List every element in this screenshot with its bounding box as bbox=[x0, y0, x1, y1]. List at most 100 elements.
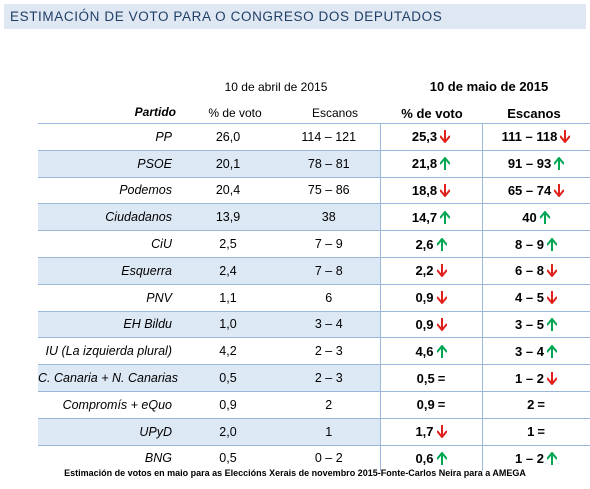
party-name-text: EH Bildu bbox=[123, 317, 172, 332]
seats-old-cell-text: 1 bbox=[325, 424, 333, 439]
seats-new-cell: 1 – 2 bbox=[481, 364, 590, 392]
vote-new-cell: 4,6 bbox=[379, 337, 483, 365]
vote-old-cell-text: 4,2 bbox=[219, 344, 237, 359]
arrow-up-icon bbox=[539, 210, 550, 224]
party-name: Podemos bbox=[38, 176, 178, 204]
vote-new-cell-text: 0,9 bbox=[416, 397, 435, 413]
date-old-header: 10 de abril de 2015 bbox=[224, 80, 328, 94]
arrow-up-icon bbox=[554, 157, 565, 171]
vote-new-cell: 18,8 bbox=[379, 176, 483, 204]
vote-old-cell: 0,5 bbox=[178, 364, 278, 392]
seats-new-cell-text: 91 – 93 bbox=[507, 156, 552, 172]
party-name-text: PSOE bbox=[137, 156, 172, 171]
seats-new-cell-text: 65 – 74 bbox=[507, 182, 552, 198]
seats-new-cell-text: 3 – 4 bbox=[515, 343, 544, 359]
party-name: PP bbox=[38, 123, 178, 151]
equal-sign-icon: = bbox=[437, 397, 446, 413]
vote-old-cell-text: 0,5 bbox=[219, 451, 237, 466]
seats-new-cell: 40 bbox=[481, 203, 590, 231]
vote-new-cell-text: 2,6 bbox=[415, 236, 434, 252]
col-vote-new-header: % de voto bbox=[401, 106, 463, 121]
vote-new-cell: 2,6 bbox=[379, 230, 483, 258]
vote-new-cell: 21,8 bbox=[379, 149, 483, 178]
table-row: PP 26,0 114 – 121 25,3 111 – 118 bbox=[38, 123, 590, 151]
party-name-text: Podemos bbox=[119, 183, 172, 198]
arrow-down-icon bbox=[440, 130, 451, 144]
seats-new-cell: 2 = bbox=[481, 390, 590, 419]
vote-new-cell-text: 14,7 bbox=[411, 209, 438, 225]
party-name: Ciudadanos bbox=[38, 203, 178, 231]
party-name-text: C. Canaria + N. Canarias bbox=[38, 371, 178, 386]
arrow-down-icon bbox=[436, 317, 447, 331]
seats-old-cell: 75 – 86 bbox=[278, 176, 380, 204]
vote-new-cell: 0,6 bbox=[379, 444, 483, 472]
vote-estimate-table: PP 26,0 114 – 121 25,3 111 – 118 PSOE 20,1 78 –… bbox=[38, 123, 590, 472]
party-name-text: Ciudadanos bbox=[105, 210, 172, 225]
seats-new-cell: 91 – 93 bbox=[481, 149, 590, 178]
table-row: C. Canaria + N. Canarias 0,5 2 – 3 0,5 = 1 – … bbox=[38, 364, 590, 392]
party-name: CiU bbox=[38, 230, 178, 258]
seats-old-cell-text: 2 – 3 bbox=[314, 371, 343, 386]
table-row: Ciudadanos 13,9 38 14,7 40 bbox=[38, 203, 590, 231]
seats-old-cell-text: 38 bbox=[321, 210, 336, 225]
seats-old-cell: 78 – 81 bbox=[278, 149, 380, 178]
vote-old-cell: 2,5 bbox=[178, 230, 278, 258]
seats-new-cell-text: 40 bbox=[522, 209, 537, 225]
table-row: CiU 2,5 7 – 9 2,6 8 – 9 bbox=[38, 230, 590, 258]
arrow-down-icon bbox=[440, 183, 451, 197]
vote-old-cell: 13,9 bbox=[178, 203, 278, 231]
vote-new-cell: 0,9 bbox=[379, 310, 483, 338]
vote-old-cell: 1,0 bbox=[178, 310, 278, 338]
source-caption: Estimación de votos en maio para as Elec… bbox=[64, 468, 526, 478]
seats-old-cell: 3 – 4 bbox=[278, 310, 380, 338]
table-row: Esquerra 2,4 7 – 8 2,2 6 – 8 bbox=[38, 256, 590, 285]
vote-old-cell-text: 2,4 bbox=[219, 263, 237, 278]
vote-old-cell: 4,2 bbox=[178, 337, 278, 365]
seats-new-cell: 8 – 9 bbox=[481, 230, 590, 258]
seats-old-cell-text: 6 bbox=[325, 290, 333, 305]
arrow-up-icon bbox=[440, 157, 451, 171]
seats-old-cell: 7 – 9 bbox=[278, 230, 380, 258]
vote-new-cell-text: 0,9 bbox=[415, 316, 434, 332]
vote-old-cell-text: 0,5 bbox=[219, 371, 237, 386]
vote-new-cell-text: 21,8 bbox=[411, 156, 438, 172]
table-row: Podemos 20,4 75 – 86 18,8 65 – 74 bbox=[38, 176, 590, 204]
table-row: Compromís + eQuo 0,9 2 0,9 = 2 = bbox=[38, 390, 590, 419]
seats-old-cell-text: 78 – 81 bbox=[307, 156, 350, 171]
vote-new-cell: 0,5 = bbox=[379, 364, 483, 392]
arrow-down-icon bbox=[546, 371, 557, 385]
vote-new-cell-text: 4,6 bbox=[415, 343, 434, 359]
vote-new-cell: 0,9 = bbox=[379, 390, 483, 419]
table-row: EH Bildu 1,0 3 – 4 0,9 3 – 5 bbox=[38, 310, 590, 338]
vote-new-cell: 25,3 bbox=[379, 123, 483, 151]
vote-old-cell: 1,1 bbox=[178, 283, 278, 312]
seats-old-cell-text: 2 bbox=[325, 397, 333, 412]
party-name-text: IU (La izquierda plural) bbox=[45, 344, 172, 359]
party-name: IU (La izquierda plural) bbox=[38, 337, 178, 365]
seats-new-cell: 111 – 118 bbox=[481, 123, 590, 151]
vote-old-cell-text: 20,1 bbox=[215, 156, 241, 171]
seats-old-cell: 0 – 2 bbox=[278, 444, 380, 472]
vote-new-cell: 0,9 bbox=[379, 283, 483, 312]
seats-new-cell-text: 1 bbox=[527, 424, 535, 440]
seats-new-cell: 6 – 8 bbox=[481, 256, 590, 285]
equal-sign-icon: = bbox=[537, 397, 545, 413]
party-name: C. Canaria + N. Canarias bbox=[38, 364, 178, 392]
seats-old-cell: 2 – 3 bbox=[278, 337, 380, 365]
vote-old-cell: 20,4 bbox=[178, 176, 278, 204]
seats-new-cell: 4 – 5 bbox=[481, 283, 590, 312]
table-row: IU (La izquierda plural) 4,2 2 – 3 4,6 3 – 4 bbox=[38, 337, 590, 365]
seats-old-cell: 6 bbox=[278, 283, 380, 312]
seats-new-cell-text: 4 – 5 bbox=[515, 290, 544, 306]
seats-new-cell: 65 – 74 bbox=[481, 176, 590, 204]
vote-old-cell: 2,0 bbox=[178, 417, 278, 446]
seats-new-cell-text: 1 – 2 bbox=[515, 450, 544, 466]
seats-old-cell-text: 3 – 4 bbox=[314, 317, 343, 332]
col-seats-new-header: Escanos bbox=[507, 106, 561, 121]
vote-new-cell: 14,7 bbox=[379, 203, 483, 231]
vote-new-cell-text: 0,6 bbox=[415, 450, 434, 466]
arrow-down-icon bbox=[546, 291, 557, 305]
seats-new-cell-text: 3 – 5 bbox=[515, 316, 544, 332]
party-name-text: UPyD bbox=[139, 424, 172, 439]
party-name: PSOE bbox=[38, 149, 178, 178]
